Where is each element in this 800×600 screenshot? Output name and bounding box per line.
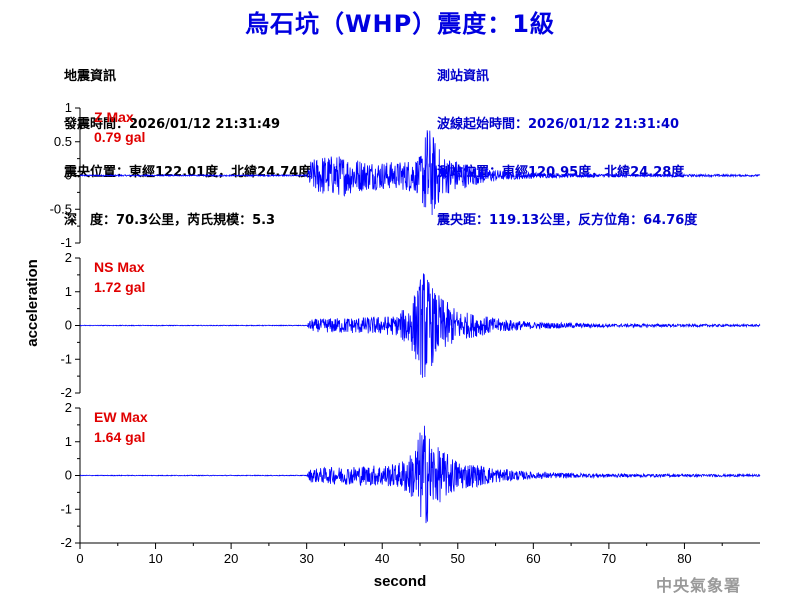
- y-tick-label-z: -0.5: [50, 201, 72, 216]
- distance-azimuth: 震央距：119.13公里，反方位角：64.76度: [437, 213, 698, 228]
- x-tick-label: 0: [76, 551, 83, 566]
- max-label-z: Z Max: [94, 109, 134, 125]
- agency-watermark: 中央氣象署: [656, 576, 742, 595]
- max-label-ns: NS Max: [94, 259, 145, 275]
- waveform-trace-ns: [79, 273, 761, 378]
- depth-magnitude: 深 度：70.3公里，芮氏規模：5.3: [64, 213, 276, 228]
- y-tick-label-ns: -2: [60, 385, 72, 400]
- y-tick-label-z: 0: [65, 168, 72, 183]
- quake-info-heading: 地震資訊: [64, 69, 117, 84]
- y-tick-label-ns: 1: [65, 284, 72, 299]
- max-value-ns: 1.72 gal: [94, 279, 145, 295]
- x-tick-label: 50: [451, 551, 465, 566]
- y-tick-label-ns: 2: [65, 250, 72, 265]
- y-tick-label-ew: -1: [60, 501, 72, 516]
- page-title: 烏石坑（WHP）震度：1級: [245, 10, 555, 38]
- x-tick-label: 60: [526, 551, 540, 566]
- y-axis-title: acceleration: [24, 259, 41, 347]
- x-tick-label: 40: [375, 551, 389, 566]
- x-tick-label: 20: [224, 551, 238, 566]
- x-axis-title: second: [374, 573, 427, 590]
- y-tick-label-ew: 0: [65, 468, 72, 483]
- y-tick-label-z: -1: [60, 235, 72, 250]
- station-info-block: 測站資訊 波線起始時間：2026/01/12 21:31:40 測站位置：東經1…: [437, 37, 697, 245]
- waveform-trace-z: [79, 130, 761, 216]
- y-tick-label-z: 0.5: [54, 134, 72, 149]
- x-tick-label: 30: [299, 551, 313, 566]
- max-value-z: 0.79 gal: [94, 129, 145, 145]
- origin-time: 發震時間：2026/01/12 21:31:49: [64, 117, 281, 132]
- y-tick-label-z: 1: [65, 100, 72, 115]
- x-tick-label: 80: [677, 551, 691, 566]
- max-label-ew: EW Max: [94, 409, 148, 425]
- station-info-heading: 測站資訊: [437, 69, 490, 84]
- y-tick-label-ns: 0: [65, 318, 72, 333]
- waveform-trace-ew: [79, 425, 761, 524]
- y-tick-label-ew: 1: [65, 434, 72, 449]
- x-tick-label: 70: [602, 551, 616, 566]
- max-value-ew: 1.64 gal: [94, 429, 145, 445]
- wave-start-time: 波線起始時間：2026/01/12 21:31:40: [437, 117, 680, 132]
- y-tick-label-ns: -1: [60, 351, 72, 366]
- y-tick-label-ew: -2: [60, 535, 72, 550]
- quake-info-block: 地震資訊 發震時間：2026/01/12 21:31:49 震央位置：東經122…: [64, 37, 311, 245]
- y-tick-label-ew: 2: [65, 400, 72, 415]
- x-tick-label: 10: [148, 551, 162, 566]
